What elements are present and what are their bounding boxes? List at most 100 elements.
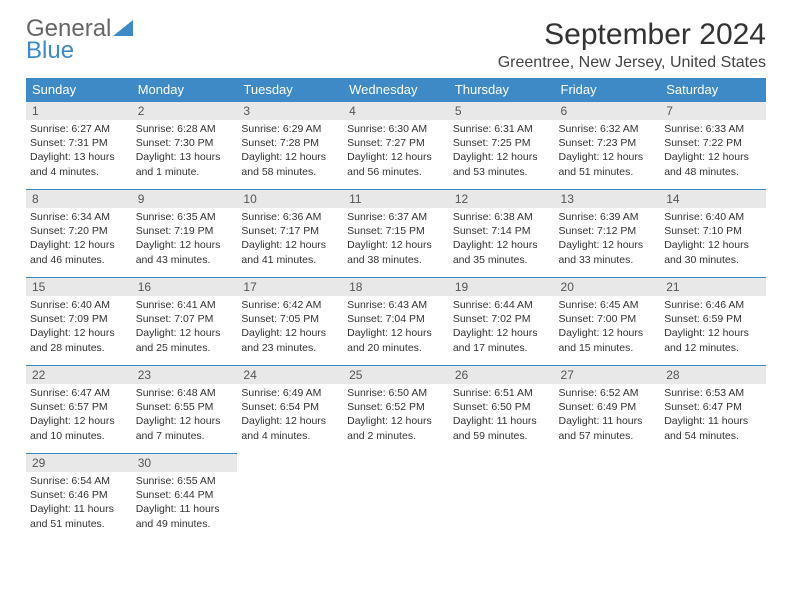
daylight-text: Daylight: 12 hours and 28 minutes. (30, 326, 128, 354)
sunrise-text: Sunrise: 6:43 AM (347, 298, 445, 312)
sunrise-text: Sunrise: 6:41 AM (136, 298, 234, 312)
calendar-cell: 3Sunrise: 6:29 AMSunset: 7:28 PMDaylight… (237, 102, 343, 190)
cell-body: Sunrise: 6:54 AMSunset: 6:46 PMDaylight:… (26, 472, 132, 535)
cell-body: Sunrise: 6:41 AMSunset: 7:07 PMDaylight:… (132, 296, 238, 359)
daylight-text: Daylight: 13 hours and 4 minutes. (30, 150, 128, 178)
sunset-text: Sunset: 7:04 PM (347, 312, 445, 326)
sunset-text: Sunset: 7:02 PM (453, 312, 551, 326)
daylight-text: Daylight: 12 hours and 46 minutes. (30, 238, 128, 266)
day-number: 19 (449, 278, 555, 296)
sunrise-text: Sunrise: 6:55 AM (136, 474, 234, 488)
day-number: 16 (132, 278, 238, 296)
sunset-text: Sunset: 7:28 PM (241, 136, 339, 150)
cell-body: Sunrise: 6:48 AMSunset: 6:55 PMDaylight:… (132, 384, 238, 447)
daylight-text: Daylight: 11 hours and 57 minutes. (559, 414, 657, 442)
cell-body: Sunrise: 6:38 AMSunset: 7:14 PMDaylight:… (449, 208, 555, 271)
cell-body: Sunrise: 6:40 AMSunset: 7:09 PMDaylight:… (26, 296, 132, 359)
sunrise-text: Sunrise: 6:27 AM (30, 122, 128, 136)
sunset-text: Sunset: 7:27 PM (347, 136, 445, 150)
day-number: 1 (26, 102, 132, 120)
cell-body: Sunrise: 6:47 AMSunset: 6:57 PMDaylight:… (26, 384, 132, 447)
daylight-text: Daylight: 11 hours and 54 minutes. (664, 414, 762, 442)
sunrise-text: Sunrise: 6:39 AM (559, 210, 657, 224)
cell-body: Sunrise: 6:39 AMSunset: 7:12 PMDaylight:… (555, 208, 661, 271)
cell-body: Sunrise: 6:46 AMSunset: 6:59 PMDaylight:… (660, 296, 766, 359)
day-number: 28 (660, 366, 766, 384)
sunset-text: Sunset: 6:49 PM (559, 400, 657, 414)
day-number: 3 (237, 102, 343, 120)
cell-body: Sunrise: 6:31 AMSunset: 7:25 PMDaylight:… (449, 120, 555, 183)
sunrise-text: Sunrise: 6:44 AM (453, 298, 551, 312)
calendar-cell: 26Sunrise: 6:51 AMSunset: 6:50 PMDayligh… (449, 366, 555, 454)
sunset-text: Sunset: 6:52 PM (347, 400, 445, 414)
weekday-row: SundayMondayTuesdayWednesdayThursdayFrid… (26, 78, 766, 102)
calendar-cell: 11Sunrise: 6:37 AMSunset: 7:15 PMDayligh… (343, 190, 449, 278)
day-number: 12 (449, 190, 555, 208)
calendar-cell: 17Sunrise: 6:42 AMSunset: 7:05 PMDayligh… (237, 278, 343, 366)
daylight-text: Daylight: 12 hours and 48 minutes. (664, 150, 762, 178)
cell-body: Sunrise: 6:52 AMSunset: 6:49 PMDaylight:… (555, 384, 661, 447)
sunrise-text: Sunrise: 6:42 AM (241, 298, 339, 312)
cell-body: Sunrise: 6:55 AMSunset: 6:44 PMDaylight:… (132, 472, 238, 535)
calendar-cell: 10Sunrise: 6:36 AMSunset: 7:17 PMDayligh… (237, 190, 343, 278)
title-block: September 2024 Greentree, New Jersey, Un… (498, 18, 766, 72)
sunset-text: Sunset: 6:44 PM (136, 488, 234, 502)
day-number: 2 (132, 102, 238, 120)
sunrise-text: Sunrise: 6:48 AM (136, 386, 234, 400)
calendar-cell: 24Sunrise: 6:49 AMSunset: 6:54 PMDayligh… (237, 366, 343, 454)
daylight-text: Daylight: 12 hours and 10 minutes. (30, 414, 128, 442)
daylight-text: Daylight: 12 hours and 43 minutes. (136, 238, 234, 266)
cell-body: Sunrise: 6:29 AMSunset: 7:28 PMDaylight:… (237, 120, 343, 183)
day-number: 7 (660, 102, 766, 120)
sunrise-text: Sunrise: 6:46 AM (664, 298, 762, 312)
calendar-week-row: 22Sunrise: 6:47 AMSunset: 6:57 PMDayligh… (26, 366, 766, 454)
weekday-header: Monday (132, 78, 238, 102)
day-number: 14 (660, 190, 766, 208)
daylight-text: Daylight: 11 hours and 51 minutes. (30, 502, 128, 530)
calendar-cell (343, 454, 449, 542)
sunrise-text: Sunrise: 6:32 AM (559, 122, 657, 136)
daylight-text: Daylight: 12 hours and 12 minutes. (664, 326, 762, 354)
calendar-cell: 2Sunrise: 6:28 AMSunset: 7:30 PMDaylight… (132, 102, 238, 190)
calendar-week-row: 29Sunrise: 6:54 AMSunset: 6:46 PMDayligh… (26, 454, 766, 542)
calendar-cell: 7Sunrise: 6:33 AMSunset: 7:22 PMDaylight… (660, 102, 766, 190)
sunset-text: Sunset: 7:30 PM (136, 136, 234, 150)
location: Greentree, New Jersey, United States (498, 54, 766, 72)
sunrise-text: Sunrise: 6:31 AM (453, 122, 551, 136)
daylight-text: Daylight: 12 hours and 7 minutes. (136, 414, 234, 442)
sunrise-text: Sunrise: 6:54 AM (30, 474, 128, 488)
day-number: 4 (343, 102, 449, 120)
day-number: 23 (132, 366, 238, 384)
sunset-text: Sunset: 7:23 PM (559, 136, 657, 150)
sunrise-text: Sunrise: 6:34 AM (30, 210, 128, 224)
sunrise-text: Sunrise: 6:45 AM (559, 298, 657, 312)
day-number: 9 (132, 190, 238, 208)
sunset-text: Sunset: 7:19 PM (136, 224, 234, 238)
sunrise-text: Sunrise: 6:33 AM (664, 122, 762, 136)
calendar-head: SundayMondayTuesdayWednesdayThursdayFrid… (26, 78, 766, 102)
calendar-week-row: 8Sunrise: 6:34 AMSunset: 7:20 PMDaylight… (26, 190, 766, 278)
cell-body: Sunrise: 6:32 AMSunset: 7:23 PMDaylight:… (555, 120, 661, 183)
daylight-text: Daylight: 12 hours and 4 minutes. (241, 414, 339, 442)
cell-body: Sunrise: 6:30 AMSunset: 7:27 PMDaylight:… (343, 120, 449, 183)
daylight-text: Daylight: 12 hours and 25 minutes. (136, 326, 234, 354)
sunrise-text: Sunrise: 6:47 AM (30, 386, 128, 400)
daylight-text: Daylight: 12 hours and 17 minutes. (453, 326, 551, 354)
sunset-text: Sunset: 7:20 PM (30, 224, 128, 238)
cell-body: Sunrise: 6:43 AMSunset: 7:04 PMDaylight:… (343, 296, 449, 359)
calendar-cell: 12Sunrise: 6:38 AMSunset: 7:14 PMDayligh… (449, 190, 555, 278)
day-number: 15 (26, 278, 132, 296)
day-number: 6 (555, 102, 661, 120)
sunset-text: Sunset: 6:50 PM (453, 400, 551, 414)
sunrise-text: Sunrise: 6:40 AM (664, 210, 762, 224)
sunrise-text: Sunrise: 6:40 AM (30, 298, 128, 312)
calendar-cell: 22Sunrise: 6:47 AMSunset: 6:57 PMDayligh… (26, 366, 132, 454)
daylight-text: Daylight: 13 hours and 1 minute. (136, 150, 234, 178)
day-number: 26 (449, 366, 555, 384)
daylight-text: Daylight: 12 hours and 15 minutes. (559, 326, 657, 354)
cell-body: Sunrise: 6:36 AMSunset: 7:17 PMDaylight:… (237, 208, 343, 271)
sunset-text: Sunset: 6:47 PM (664, 400, 762, 414)
sunrise-text: Sunrise: 6:38 AM (453, 210, 551, 224)
sunrise-text: Sunrise: 6:53 AM (664, 386, 762, 400)
day-number: 27 (555, 366, 661, 384)
